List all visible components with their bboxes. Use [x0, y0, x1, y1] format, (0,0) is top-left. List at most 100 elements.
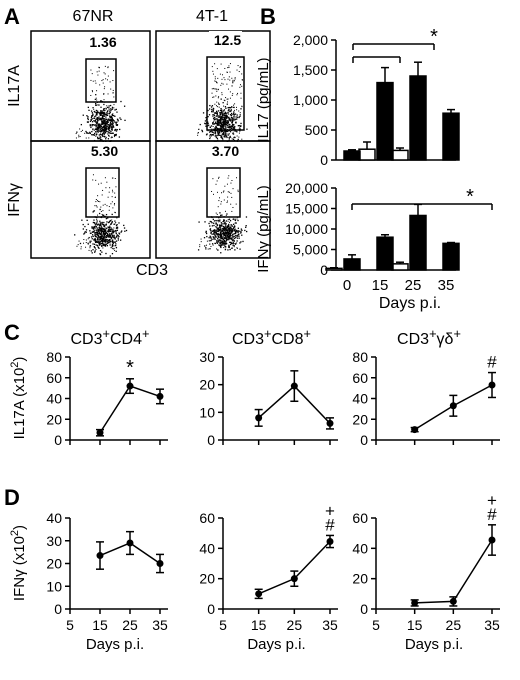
event-dot	[225, 130, 228, 133]
event-dot	[93, 110, 95, 113]
event-dot	[219, 239, 221, 241]
event-dot	[231, 122, 233, 124]
event-dot	[95, 235, 97, 237]
event-dot	[235, 203, 237, 205]
event-dot	[217, 121, 219, 123]
event-dot	[225, 229, 227, 232]
event-dot	[228, 65, 230, 67]
event-dot	[91, 73, 93, 75]
event-dot	[219, 220, 221, 222]
event-dot	[98, 125, 100, 127]
event-dot	[98, 232, 101, 235]
event-dot	[234, 113, 237, 115]
y-axis-label: IL17A (x102)	[9, 357, 28, 440]
gate-label-bg	[88, 142, 117, 159]
event-dot	[96, 111, 98, 114]
event-dot	[101, 245, 103, 248]
event-dot	[112, 89, 114, 91]
event-dot	[111, 221, 114, 223]
event-dot	[106, 233, 109, 235]
event-dot	[236, 177, 238, 179]
event-dot	[225, 107, 227, 109]
event-dot	[198, 128, 200, 130]
event-dot	[224, 231, 226, 234]
event-dot	[103, 114, 105, 116]
event-dot	[228, 133, 230, 135]
event-dot	[93, 238, 95, 241]
event-dot	[236, 135, 238, 137]
event-dot	[95, 233, 97, 235]
event-dot	[96, 224, 98, 226]
event-dot	[99, 118, 101, 120]
event-dot	[114, 115, 116, 117]
event-dot	[223, 118, 225, 120]
event-dot	[235, 222, 237, 224]
event-dot	[227, 101, 229, 103]
event-dot	[232, 118, 234, 120]
event-dot	[226, 103, 228, 105]
event-dot	[209, 131, 211, 133]
event-dot	[95, 229, 98, 231]
event-dot	[99, 235, 102, 238]
event-dot	[232, 117, 234, 119]
event-dot	[109, 187, 111, 189]
event-dot	[201, 129, 203, 131]
event-dot	[85, 239, 87, 241]
event-dot	[95, 201, 97, 203]
event-dot	[98, 104, 100, 106]
event-dot	[214, 123, 216, 125]
event-dot	[79, 128, 81, 130]
event-dot	[95, 97, 97, 99]
event-dot	[100, 129, 103, 132]
event-dot	[223, 128, 226, 130]
event-dot	[219, 225, 221, 227]
event-dot	[107, 234, 109, 236]
event-dot	[221, 214, 223, 216]
event-dot	[239, 127, 241, 129]
event-dot	[99, 228, 101, 230]
event-dot	[217, 130, 219, 133]
event-dot	[220, 122, 222, 124]
event-dot	[219, 112, 221, 114]
event-dot	[96, 99, 98, 101]
event-dot	[96, 90, 98, 92]
event-dot	[226, 117, 228, 119]
event-dot	[208, 240, 210, 242]
event-dot	[101, 241, 104, 243]
y-axis-label: IFNγ (x102)	[9, 525, 28, 601]
event-dot	[115, 123, 117, 125]
event-dot	[221, 94, 223, 96]
event-dot	[97, 130, 99, 132]
event-dot	[105, 213, 108, 216]
event-dot	[220, 117, 222, 120]
event-dot	[101, 116, 104, 118]
event-dot	[224, 112, 227, 115]
event-dot	[89, 245, 91, 247]
event-dot	[107, 217, 109, 219]
event-dot	[96, 234, 99, 236]
event-dot	[236, 240, 238, 242]
event-dot	[78, 136, 80, 138]
gate-box	[85, 58, 117, 103]
event-dot	[215, 105, 217, 107]
event-dot	[116, 124, 119, 126]
event-dot	[107, 230, 110, 232]
event-dot	[105, 127, 107, 130]
event-dot	[76, 131, 78, 133]
event-dot	[90, 236, 93, 238]
x-axis-label: Days p.i.	[405, 636, 463, 653]
event-dot	[215, 231, 217, 233]
event-dot	[227, 116, 229, 118]
event-dot	[103, 133, 105, 135]
event-dot	[110, 119, 113, 121]
open-bar	[358, 148, 376, 161]
event-dot	[111, 106, 113, 108]
event-dot	[221, 116, 223, 118]
event-dot	[228, 230, 230, 232]
event-dot	[107, 226, 110, 228]
event-dot	[108, 206, 110, 208]
event-dot	[92, 128, 94, 130]
event-dot	[228, 218, 231, 220]
event-dot	[231, 125, 233, 127]
event-dot	[105, 238, 107, 241]
